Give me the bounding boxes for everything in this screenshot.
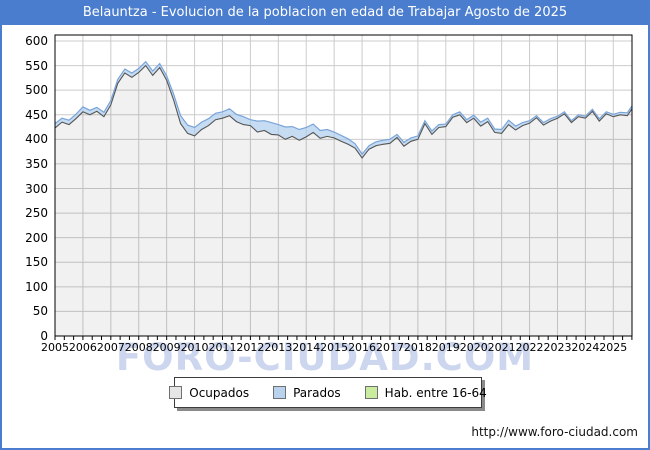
x-axis-label: 2023: [543, 341, 572, 354]
y-axis-label: 450: [25, 107, 48, 122]
legend-label-ocupados: Ocupados: [189, 385, 250, 400]
legend-item-parados: Parados: [273, 386, 341, 400]
y-axis-label: 50: [32, 304, 48, 319]
y-axis-label: 600: [25, 34, 48, 48]
x-axis-label: 2020: [459, 341, 488, 354]
watermark-text: FORO-CIUDAD.COM: [115, 336, 535, 379]
hab16-64-swatch-icon: [364, 386, 378, 399]
x-axis-label: 2022: [515, 341, 544, 354]
x-axis-label: 2010: [180, 341, 209, 354]
x-axis-label: 2016: [348, 341, 377, 354]
y-axis-label: 350: [25, 156, 48, 171]
x-axis-label: 2012: [236, 341, 265, 354]
x-axis-label: 2011: [208, 341, 237, 354]
x-axis-label: 2014: [292, 341, 321, 354]
legend-label-hab16-64: Hab. entre 16-64: [384, 385, 487, 400]
x-axis-label: 2007: [96, 341, 125, 354]
legend-label-parados: Parados: [293, 385, 341, 400]
x-axis-label: 2006: [68, 341, 97, 354]
x-axis-label: 2015: [320, 341, 349, 354]
parados-swatch-icon: [273, 386, 287, 399]
x-axis-label: 2017: [375, 341, 404, 354]
x-axis-label: 2009: [152, 341, 181, 354]
chart-legend: Ocupados Parados Hab. entre 16-64: [169, 377, 487, 408]
ocupados-swatch-icon: [169, 386, 183, 399]
legend-item-ocupados: Ocupados: [169, 386, 249, 400]
x-axis-label: 2025: [599, 341, 628, 354]
y-axis-label: 300: [25, 181, 48, 196]
x-axis-label: 2013: [264, 341, 293, 354]
y-axis-label: 0: [40, 329, 48, 343]
x-axis-label: 2008: [124, 341, 153, 354]
y-axis-label: 200: [25, 230, 48, 245]
x-axis-label: 2018: [403, 341, 432, 354]
x-axis-label: 2024: [571, 341, 600, 354]
y-axis-label: 550: [25, 58, 48, 73]
legend-item-hab16-64: Hab. entre 16-64: [364, 385, 487, 400]
y-axis-label: 150: [25, 255, 48, 270]
x-axis-label: 2019: [431, 341, 460, 354]
x-axis-label: 2021: [487, 341, 516, 354]
x-axis-label: 2005: [41, 341, 69, 354]
y-axis-label: 100: [25, 279, 48, 294]
y-axis-label: 400: [25, 132, 48, 147]
y-axis-label: 250: [25, 206, 48, 221]
y-axis-label: 500: [25, 83, 48, 98]
footer-url: http://www.foro-ciudad.com: [471, 425, 638, 439]
chart-title-bar: Belauntza - Evolucion de la poblacion en…: [0, 0, 650, 25]
